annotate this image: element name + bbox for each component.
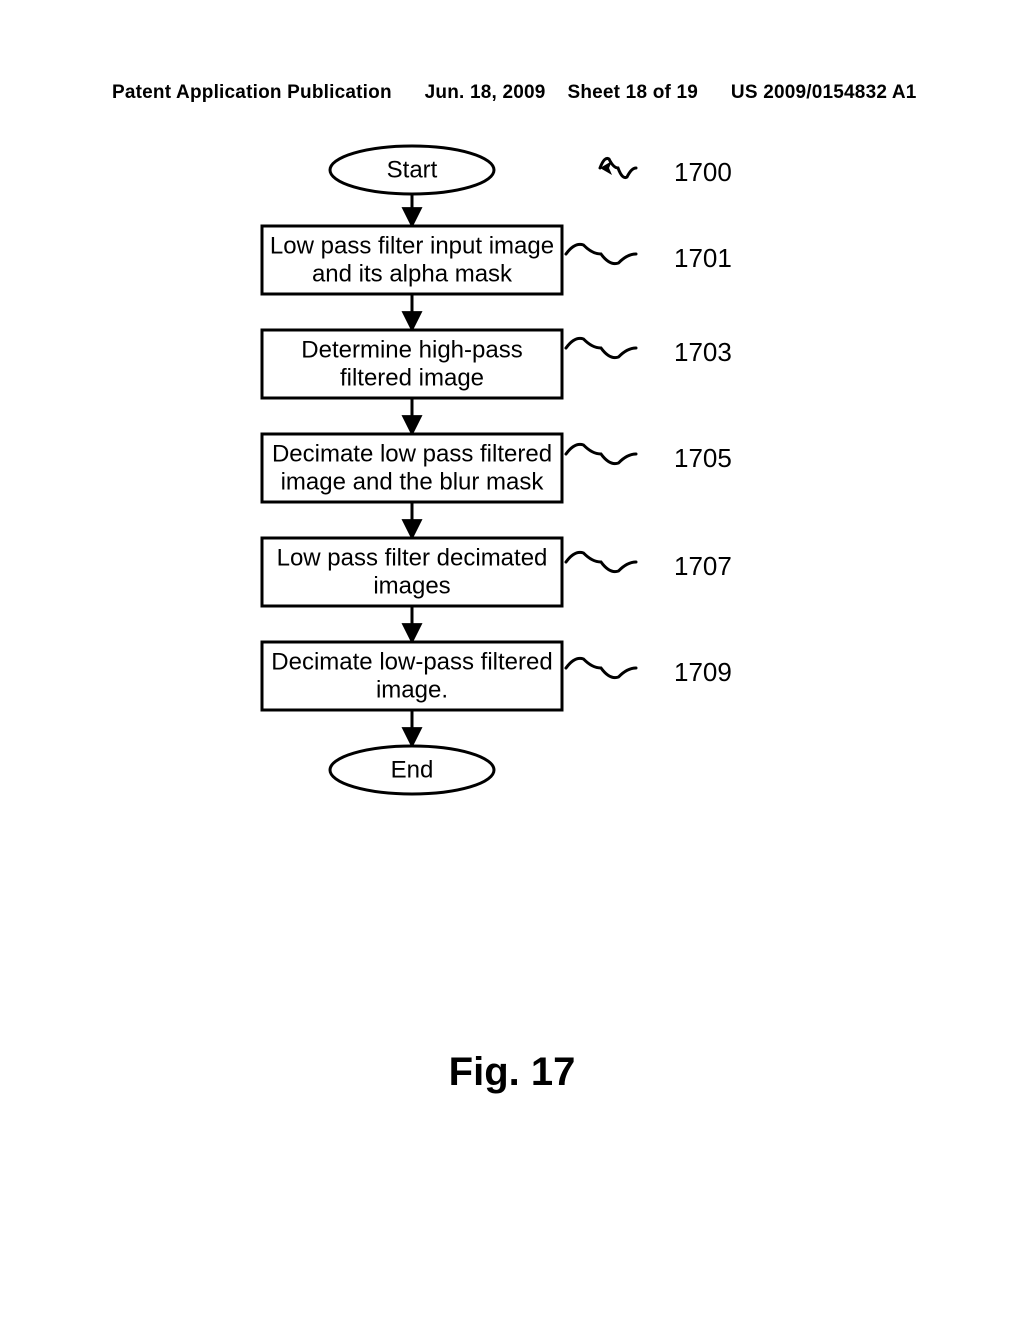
pub-number: US 2009/0154832 A1 — [731, 82, 917, 104]
svg-text:1707: 1707 — [674, 551, 732, 581]
svg-text:Low pass filter input image: Low pass filter input image — [270, 233, 554, 260]
pub-label: Patent Application Publication — [112, 82, 392, 104]
page-header: Patent Application Publication Jun. 18, … — [0, 82, 1024, 104]
svg-text:Start: Start — [387, 157, 438, 184]
svg-text:Determine high-pass: Determine high-pass — [301, 337, 522, 364]
figure-caption: Fig. 17 — [0, 1050, 1024, 1095]
svg-text:Decimate low pass filtered: Decimate low pass filtered — [272, 441, 552, 468]
page: Patent Application Publication Jun. 18, … — [0, 0, 1024, 1320]
svg-text:filtered image: filtered image — [340, 364, 484, 391]
svg-text:and its alpha mask: and its alpha mask — [312, 260, 513, 287]
flowchart-svg: Start Low pass filter input imageand its … — [0, 130, 1024, 850]
svg-text:image and the blur mask: image and the blur mask — [281, 468, 545, 495]
svg-text:End: End — [391, 757, 434, 784]
svg-text:1709: 1709 — [674, 657, 732, 687]
svg-text:image.: image. — [376, 676, 448, 703]
svg-text:1703: 1703 — [674, 337, 732, 367]
svg-text:1701: 1701 — [674, 243, 732, 273]
svg-text:Low pass filter decimated: Low pass filter decimated — [277, 545, 548, 572]
svg-text:1705: 1705 — [674, 443, 732, 473]
sheet-number: Sheet 18 of 19 — [567, 82, 698, 104]
pub-date: Jun. 18, 2009 — [425, 82, 546, 104]
flowchart-container: Start Low pass filter input imageand its … — [0, 130, 1024, 855]
svg-text:images: images — [373, 572, 450, 599]
svg-text:Decimate low-pass filtered: Decimate low-pass filtered — [271, 649, 552, 676]
svg-text:1700: 1700 — [674, 157, 732, 187]
